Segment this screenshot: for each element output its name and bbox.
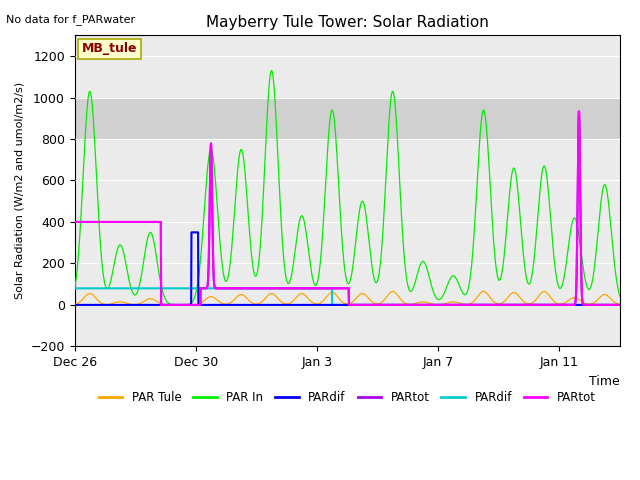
Text: No data for f_PARwater: No data for f_PARwater bbox=[6, 14, 136, 25]
Bar bbox=[75, 97, 620, 139]
Title: Mayberry Tule Tower: Solar Radiation: Mayberry Tule Tower: Solar Radiation bbox=[206, 15, 489, 30]
Text: MB_tule: MB_tule bbox=[81, 42, 137, 55]
Legend: PAR Tule, PAR In, PARdif, PARtot, PARdif, PARtot: PAR Tule, PAR In, PARdif, PARtot, PARdif… bbox=[94, 386, 600, 409]
X-axis label: Time: Time bbox=[589, 375, 620, 388]
Y-axis label: Solar Radiation (W/m2 and umol/m2/s): Solar Radiation (W/m2 and umol/m2/s) bbox=[15, 82, 25, 300]
